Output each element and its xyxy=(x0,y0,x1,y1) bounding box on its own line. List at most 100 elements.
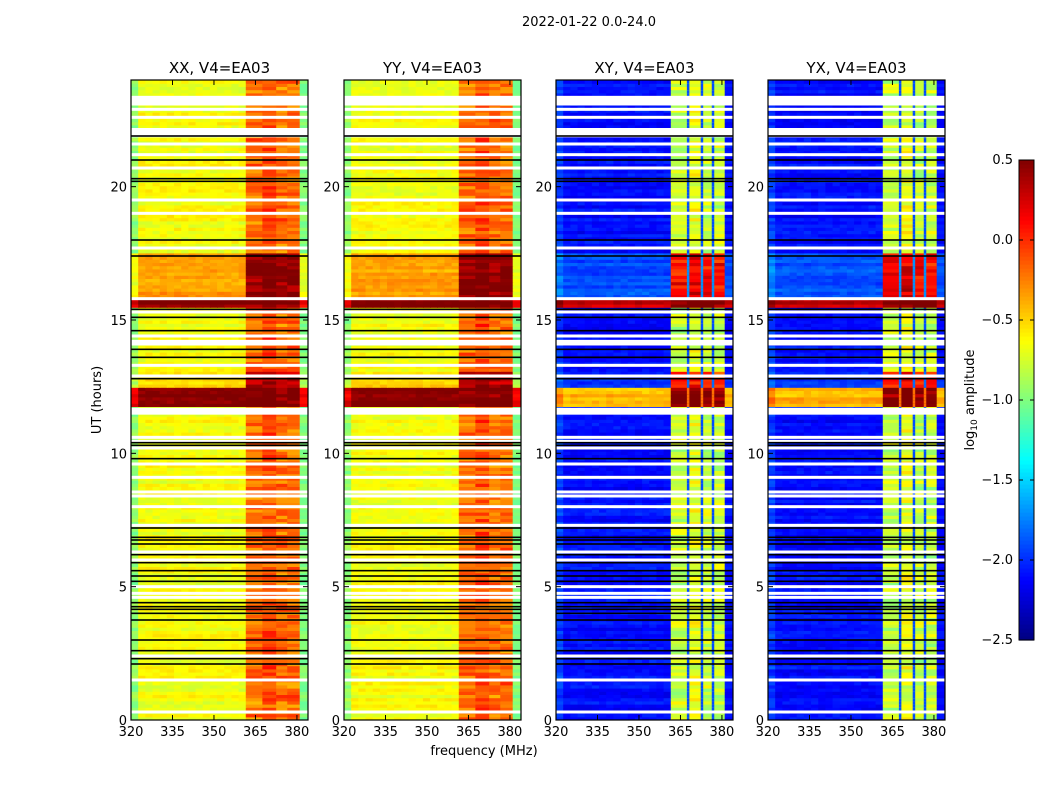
heatmap-cell xyxy=(512,646,521,651)
heatmap-cell xyxy=(231,294,240,299)
heatmap-cell xyxy=(500,672,514,676)
heatmap-cell xyxy=(138,124,146,129)
heatmap-cell xyxy=(287,457,301,462)
heatmap-cell xyxy=(195,534,204,539)
heatmap-cell xyxy=(287,483,301,487)
heatmap-cell xyxy=(195,348,204,353)
y-tick-label: 15 xyxy=(110,314,127,329)
heatmap-cell xyxy=(430,636,438,641)
heatmap-cell xyxy=(238,121,247,126)
heatmap-cell xyxy=(372,684,381,689)
heatmap-cell xyxy=(195,144,204,148)
heatmap-cell xyxy=(181,672,189,676)
heatmap-cell xyxy=(415,624,424,628)
heatmap-cell xyxy=(138,118,146,123)
heatmap-cell xyxy=(231,275,240,279)
heatmap-cell xyxy=(188,195,197,199)
heatmap-cell xyxy=(224,457,233,462)
heatmap-cell xyxy=(188,473,197,478)
heatmap-cell xyxy=(365,684,374,689)
heatmap-cell xyxy=(500,694,514,699)
heatmap-cell xyxy=(358,640,367,644)
heatmap-cell xyxy=(159,137,168,142)
heatmap-cell xyxy=(145,553,154,558)
heatmap-cell xyxy=(159,620,168,625)
heatmap-cell xyxy=(181,220,189,225)
heatmap-cell xyxy=(430,684,438,689)
heatmap-cell xyxy=(159,553,168,558)
heatmap-cell xyxy=(202,419,211,423)
heatmap-cell xyxy=(217,377,225,382)
flagged-row-white xyxy=(131,142,308,146)
heatmap-cell xyxy=(408,691,417,695)
heatmap-cell xyxy=(379,659,388,663)
heatmap-cell xyxy=(245,512,263,516)
heatmap-cell xyxy=(188,259,197,263)
heatmap-cell xyxy=(238,291,247,295)
heatmap-cell xyxy=(231,502,240,507)
heatmap-cell xyxy=(202,502,211,507)
heatmap-cell xyxy=(131,640,139,644)
heatmap-cell xyxy=(276,400,288,404)
heatmap-cell xyxy=(276,188,288,193)
heatmap-cell xyxy=(444,627,453,631)
heatmap-cell xyxy=(209,320,218,324)
heatmap-cell xyxy=(159,428,168,433)
heatmap-cell xyxy=(475,627,490,631)
heatmap-cell xyxy=(245,163,263,167)
heatmap-cell xyxy=(287,387,301,391)
heatmap-cell xyxy=(209,422,218,427)
heatmap-cell xyxy=(202,300,211,305)
heatmap-cell xyxy=(231,528,240,532)
heatmap-cell xyxy=(231,470,240,475)
heatmap-cell xyxy=(489,633,501,638)
heatmap-cell xyxy=(131,441,139,446)
heatmap-cell xyxy=(231,92,240,97)
heatmap-cell xyxy=(131,675,139,679)
heatmap-cell xyxy=(500,633,514,638)
heatmap-cell xyxy=(262,163,277,167)
heatmap-cell xyxy=(131,291,139,295)
heatmap-cell xyxy=(166,281,175,286)
heatmap-cell xyxy=(415,643,424,647)
heatmap-cell xyxy=(276,86,288,91)
heatmap-cell xyxy=(174,700,182,705)
heatmap-cell xyxy=(195,83,204,87)
heatmap-cell xyxy=(195,358,204,363)
heatmap-cell xyxy=(262,185,277,190)
heatmap-cell xyxy=(209,640,218,644)
heatmap-cell xyxy=(166,486,175,491)
heatmap-cell xyxy=(217,275,225,279)
heatmap-cell xyxy=(262,371,277,375)
heatmap-cell xyxy=(245,700,263,705)
heatmap-cell xyxy=(379,665,388,670)
heatmap-cell xyxy=(276,598,288,603)
heatmap-cell xyxy=(262,694,277,699)
heatmap-cell xyxy=(262,345,277,350)
heatmap-cell xyxy=(262,419,277,423)
heatmap-cell xyxy=(217,169,225,174)
heatmap-cell xyxy=(181,147,189,151)
heatmap-cell xyxy=(202,188,211,193)
heatmap-cell xyxy=(299,288,308,292)
heatmap-cell xyxy=(209,195,218,199)
heatmap-cell xyxy=(444,640,453,644)
heatmap-cell xyxy=(131,390,139,395)
heatmap-cell xyxy=(209,691,218,695)
heatmap-cell xyxy=(195,224,204,228)
heatmap-cell xyxy=(451,620,460,625)
heatmap-cell xyxy=(131,576,139,580)
heatmap-cell xyxy=(181,230,189,235)
heatmap-cell xyxy=(152,614,161,619)
heatmap-cell xyxy=(174,368,182,372)
heatmap-cell xyxy=(238,448,247,452)
heatmap-cell xyxy=(209,387,218,391)
heatmap-cell xyxy=(159,544,168,548)
heatmap-cell xyxy=(408,694,417,699)
heatmap-cell xyxy=(299,675,308,679)
heatmap-cell xyxy=(238,156,247,161)
heatmap-cell xyxy=(131,227,139,231)
heatmap-cell xyxy=(181,633,189,638)
heatmap-cell xyxy=(217,694,225,699)
